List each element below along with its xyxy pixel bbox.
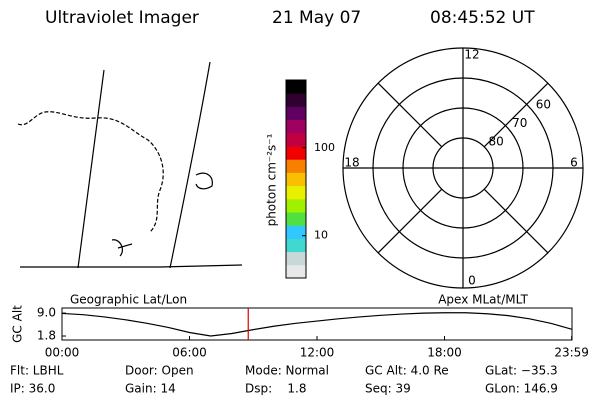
info-field: Seq: 39 [365, 382, 411, 396]
info-field: Door: Open [125, 364, 194, 378]
colorbar-segment [286, 172, 306, 187]
lat-ring [432, 137, 494, 199]
mlt-label: 6 [570, 156, 578, 170]
colorbar-segment [286, 238, 306, 253]
colorbar-tick-label: 10 [314, 229, 328, 242]
mlt-label: 18 [344, 156, 359, 170]
map [17, 61, 243, 269]
instrument: Ultraviolet Imager [45, 8, 199, 28]
colorbar-segment [286, 225, 306, 239]
meridian [377, 82, 443, 148]
y-label: GC Alt [11, 305, 25, 343]
colorbar-segment [286, 198, 306, 213]
right-label: Apex MLat/MLT [438, 293, 528, 307]
x-tick-label: 12:00 [300, 346, 335, 360]
colorbar-segment [286, 185, 306, 200]
colorbar-segment [286, 251, 306, 266]
colorbar-tick-label: 100 [314, 141, 335, 154]
lat-ring [402, 107, 524, 229]
info-field: Flt: LBHL [10, 364, 64, 378]
y-tick-label: 1.8 [37, 329, 56, 343]
colorbar-segment [286, 264, 306, 279]
colorbar-segment [286, 159, 306, 173]
info-field: Dsp: 1.8 [245, 382, 307, 396]
x-tick-label: 00:00 [45, 346, 80, 360]
colorbar-segment [286, 132, 306, 147]
left-label: Geographic Lat/Lon [70, 293, 187, 307]
colorbar-segment [286, 106, 306, 121]
meridian [377, 188, 443, 254]
info-field: IP: 36.0 [10, 382, 55, 396]
colorbar-segment [286, 212, 306, 226]
colorbar-label: photon cm⁻²s⁻¹ [265, 133, 279, 226]
colorbar-segment [286, 146, 306, 160]
time: 08:45:52 UT [430, 8, 535, 28]
x-tick-label: 18:00 [427, 346, 462, 360]
info-field: Gain: 14 [125, 382, 176, 396]
info-field: GLat: −35.3 [485, 364, 558, 378]
x-tick-label: 06:00 [172, 346, 207, 360]
y-tick-label: 9.0 [37, 306, 56, 320]
meridian [483, 82, 549, 148]
meridian [483, 188, 549, 254]
colorbar-segment [286, 80, 306, 94]
lat-ring [372, 77, 554, 259]
altitude-line [61, 312, 573, 337]
colorbar-segment [286, 93, 306, 107]
mlt-label: 0 [468, 274, 476, 288]
lat-label: 70 [512, 116, 527, 130]
mlt-label: 12 [464, 48, 479, 62]
date: 21 May 07 [272, 8, 361, 28]
lat-label: 60 [536, 98, 551, 112]
info-field: GLon: 146.9 [485, 382, 558, 396]
colorbar-frame [285, 79, 307, 279]
colorbar-segment [286, 119, 306, 134]
info-field: Mode: Normal [245, 364, 329, 378]
info-field: GC Alt: 4.0 Re [365, 364, 449, 378]
lat-label: 80 [488, 135, 503, 149]
x-tick-label: 23:59 [554, 346, 589, 360]
